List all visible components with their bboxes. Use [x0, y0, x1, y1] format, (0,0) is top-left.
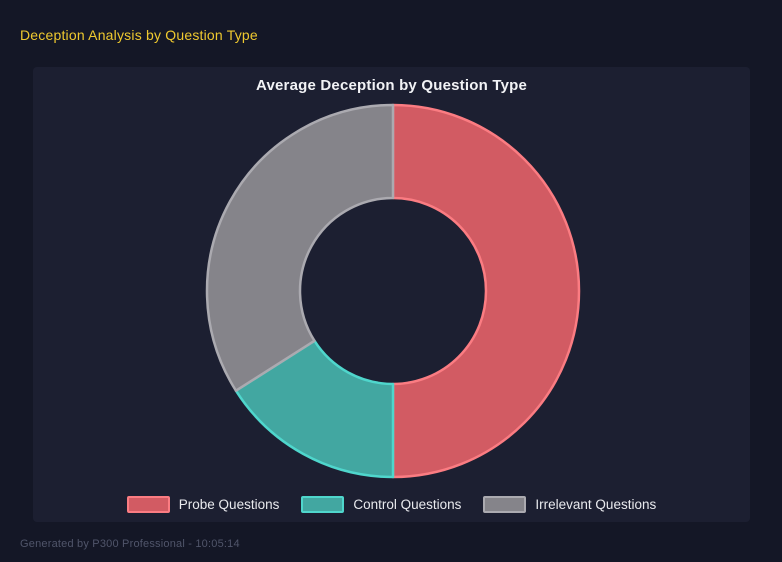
legend-label: Probe Questions [178, 497, 280, 512]
legend-label: Irrelevant Questions [535, 497, 657, 512]
page-title: Deception Analysis by Question Type [20, 27, 258, 43]
legend-item-control-questions[interactable]: Control Questions [301, 496, 461, 513]
donut-segment-irrelevant-questions[interactable] [205, 103, 395, 392]
doughnut-chart [205, 103, 581, 479]
chart-panel: Average Deception by Question Type Probe… [33, 67, 750, 522]
legend-swatch-icon [126, 496, 170, 513]
legend-item-irrelevant-questions[interactable]: Irrelevant Questions [483, 496, 656, 513]
donut-segment-control-questions[interactable] [234, 339, 395, 479]
chart-title: Average Deception by Question Type [255, 77, 528, 94]
legend-item-probe-questions[interactable]: Probe Questions [126, 496, 280, 513]
legend-swatch-icon [483, 496, 527, 513]
donut-segment-probe-questions[interactable] [391, 103, 581, 479]
legend-label: Control Questions [353, 497, 462, 512]
chart-legend: Probe Questions Control Questions Irreleva… [33, 496, 750, 513]
footer-status-text: Generated by P300 Professional - 10:05:1… [20, 538, 240, 550]
legend-swatch-icon [301, 496, 345, 513]
